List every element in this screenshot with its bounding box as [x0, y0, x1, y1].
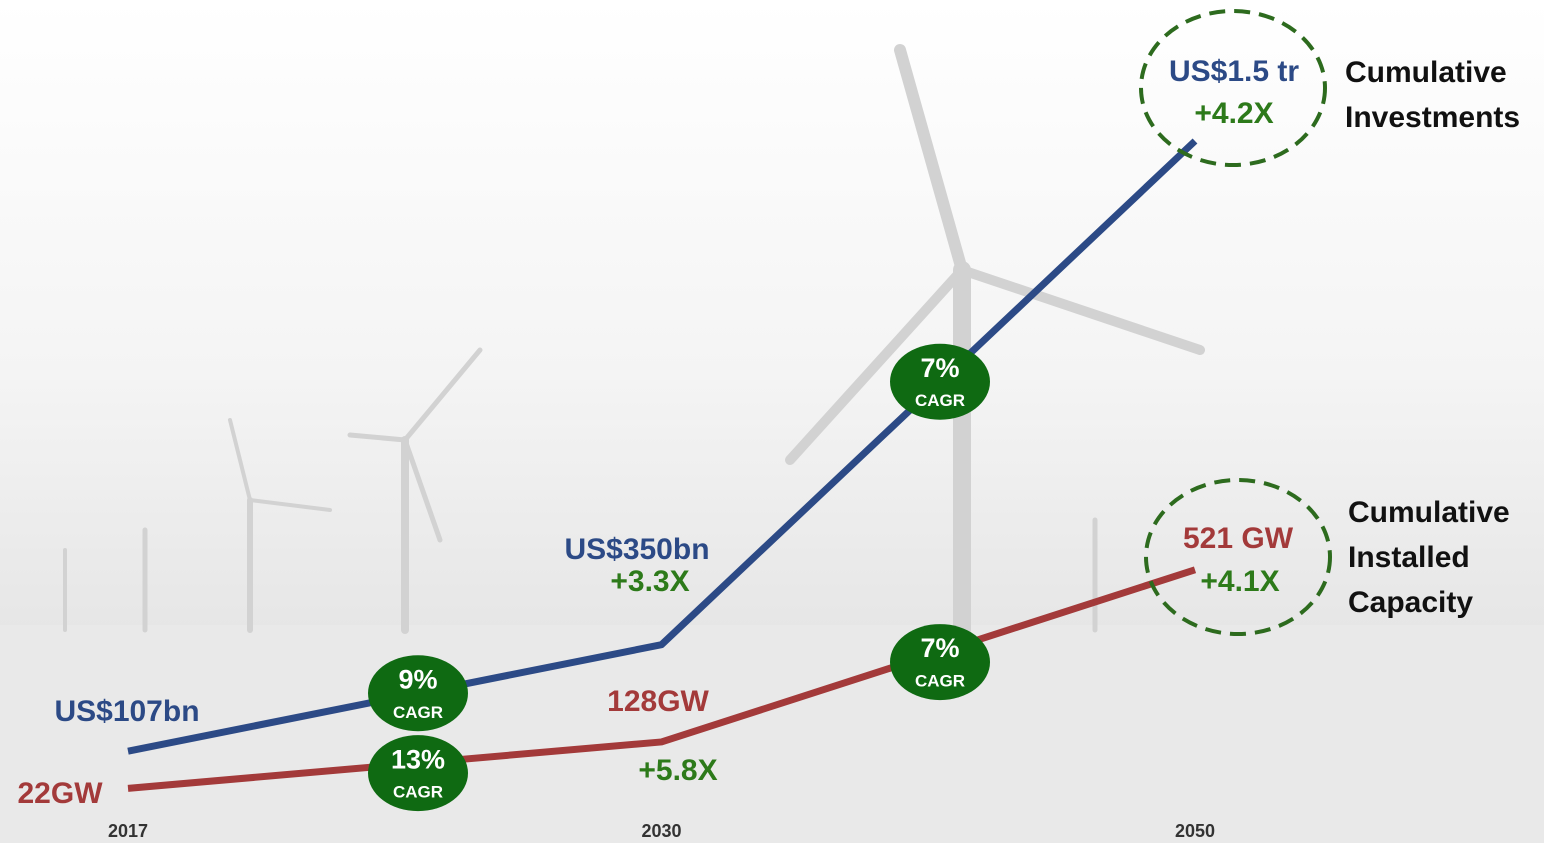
cagr-caption: CAGR: [915, 672, 965, 691]
series-name: Cumulative Investments: [1345, 50, 1520, 140]
x-tick-label: 2017: [108, 821, 148, 841]
series-name: Cumulative Installed Capacity: [1348, 490, 1510, 625]
multiplier-label: +4.1X: [1200, 565, 1279, 598]
cagr-value: 9%: [398, 664, 437, 694]
background-turbines: [0, 50, 1544, 843]
value-label: 521 GW: [1183, 522, 1294, 555]
multiplier-label: +3.3X: [610, 565, 689, 598]
value-label: 128GW: [607, 685, 709, 718]
value-label: US$1.5 tr: [1169, 55, 1299, 88]
x-tick-label: 2050: [1175, 821, 1215, 841]
multiplier-label: +4.2X: [1194, 97, 1273, 130]
cagr-value: 7%: [920, 633, 959, 663]
value-label: US$107bn: [54, 695, 199, 728]
infographic: 2017 2030 2050 US$107bn US$350bn US$1.5 tr +3.…: [0, 0, 1544, 843]
value-label: US$350bn: [564, 533, 709, 566]
cagr-caption: CAGR: [393, 703, 443, 722]
x-tick-label: 2030: [641, 821, 681, 841]
value-label: 22GW: [17, 777, 103, 810]
highlight-circle: [1146, 480, 1330, 634]
highlight-circle: [1141, 11, 1325, 165]
multiplier-label: +5.8X: [638, 754, 717, 787]
cagr-caption: CAGR: [393, 783, 443, 802]
cagr-value: 7%: [920, 353, 959, 383]
chart: 2017 2030 2050 US$107bn US$350bn US$1.5 tr +3.…: [0, 0, 1544, 843]
cagr-value: 13%: [391, 744, 445, 774]
cagr-caption: CAGR: [915, 391, 965, 410]
